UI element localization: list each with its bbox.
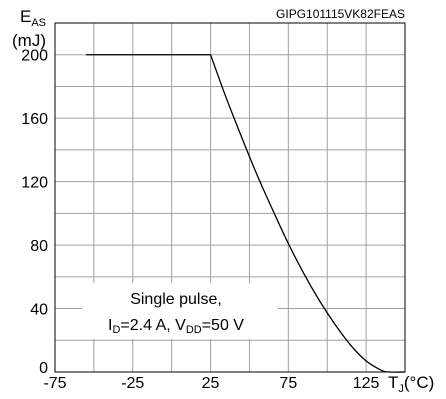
y-tick-label: 40 <box>30 302 48 319</box>
plot-frame <box>54 22 406 373</box>
annotation-background <box>82 283 278 339</box>
series-line <box>86 54 406 373</box>
y-tick-label: 120 <box>21 175 48 192</box>
grid <box>55 23 405 372</box>
tick-labels: -75 -25 25 75 125 0 40 80 120 160 200 <box>21 48 379 392</box>
y-tick-label: 160 <box>21 111 48 128</box>
y-axis-unit: (mJ) <box>12 31 46 50</box>
y-tick-label: 0 <box>39 360 48 377</box>
code-label: GIPG101115VK82FEAS <box>276 7 405 21</box>
y-tick-label: 200 <box>21 48 48 65</box>
x-tick-label: 125 <box>353 375 380 392</box>
annotation-line-1: Single pulse, <box>130 291 222 308</box>
x-tick-label: 75 <box>279 375 297 392</box>
x-tick-label: 25 <box>202 375 220 392</box>
x-tick-label: -25 <box>121 375 144 392</box>
x-axis-label: TJ(°C) <box>388 373 434 395</box>
annotation-line-2: ID=2.4 A, VDD=50 V <box>108 317 244 336</box>
y-tick-label: 80 <box>30 238 48 255</box>
y-axis-label: EAS <box>20 7 46 29</box>
x-tick-label: -75 <box>43 375 66 392</box>
